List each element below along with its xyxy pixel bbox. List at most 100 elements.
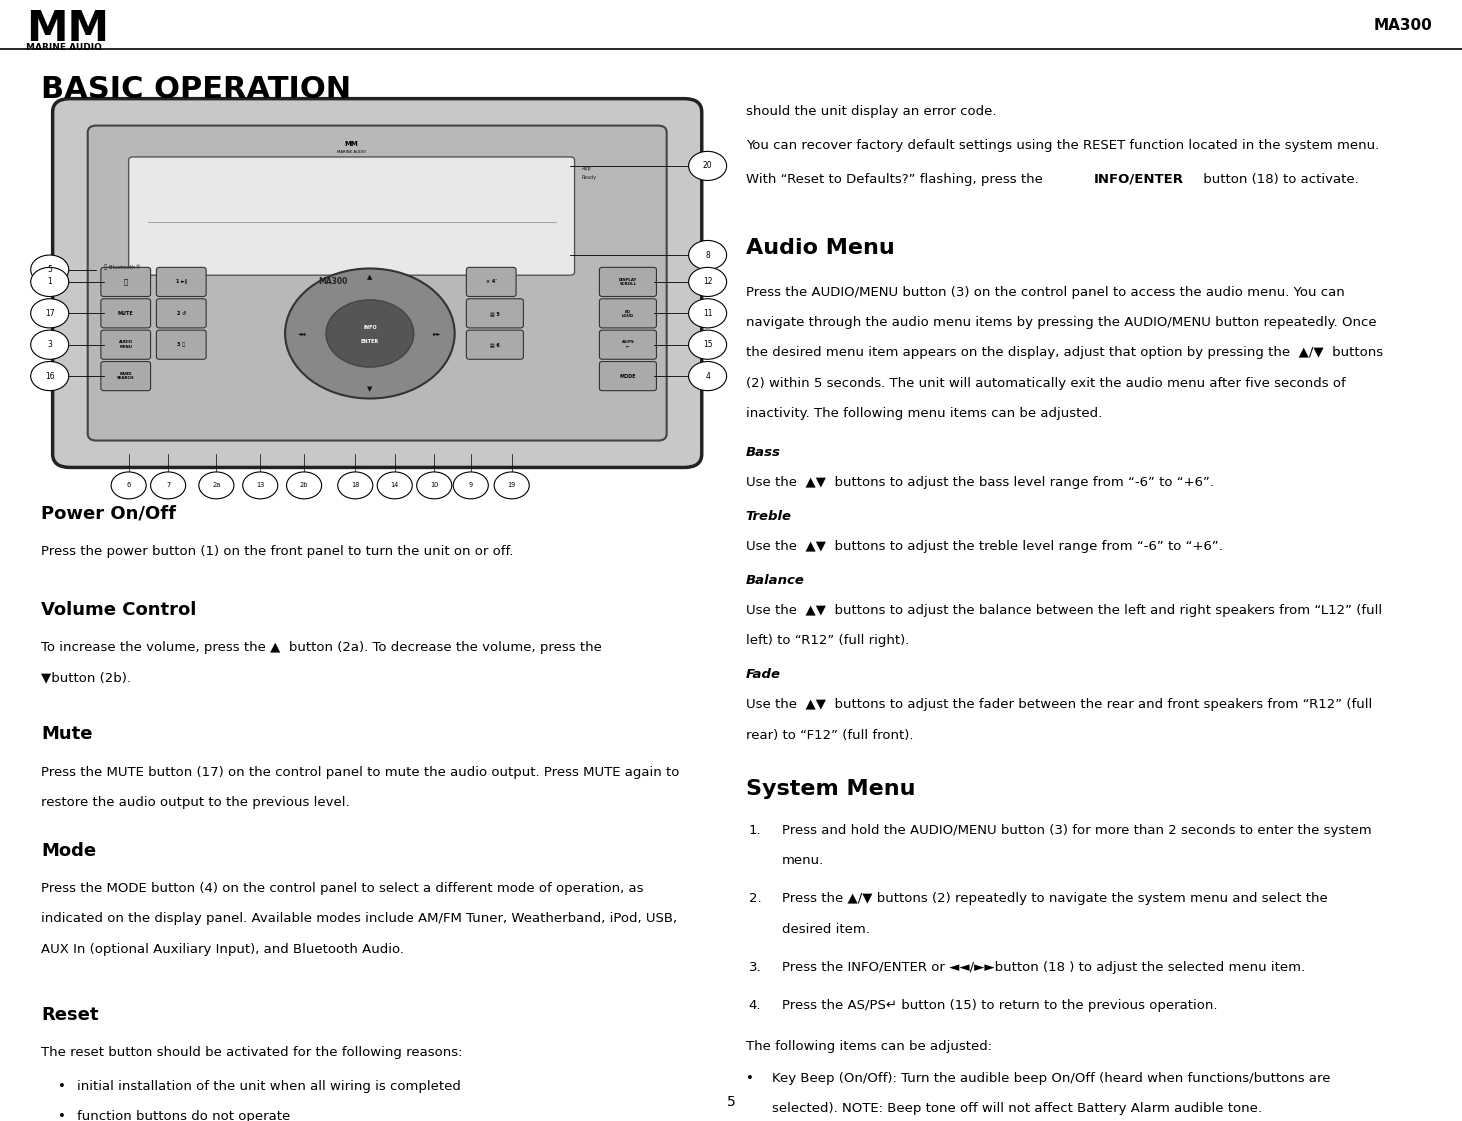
Text: 4: 4 <box>705 371 711 381</box>
Text: Balance: Balance <box>746 574 804 587</box>
Text: MA300: MA300 <box>319 277 348 287</box>
Text: ENTER: ENTER <box>361 339 379 344</box>
Text: rear) to “F12” (full front).: rear) to “F12” (full front). <box>746 729 914 742</box>
Text: left) to “R12” (full right).: left) to “R12” (full right). <box>746 634 909 648</box>
Text: AUDIO
MENU: AUDIO MENU <box>118 341 133 349</box>
Text: ▤ 5: ▤ 5 <box>490 311 500 316</box>
Text: 20: 20 <box>703 161 712 170</box>
Text: 5: 5 <box>47 265 53 275</box>
Circle shape <box>31 267 69 296</box>
Text: •: • <box>746 1072 753 1085</box>
Text: ◄◄: ◄◄ <box>298 331 307 336</box>
FancyBboxPatch shape <box>129 157 575 275</box>
Text: Fade: Fade <box>746 668 781 682</box>
Text: App: App <box>582 166 592 170</box>
Text: ►►: ►► <box>433 331 442 336</box>
FancyBboxPatch shape <box>88 126 667 441</box>
Text: 1: 1 <box>47 277 53 287</box>
Text: ▲: ▲ <box>367 275 373 280</box>
FancyBboxPatch shape <box>156 267 206 296</box>
Circle shape <box>689 240 727 269</box>
Text: With “Reset to Defaults?” flashing, press the: With “Reset to Defaults?” flashing, pres… <box>746 173 1047 186</box>
Text: the desired menu item appears on the display, adjust that option by pressing the: the desired menu item appears on the dis… <box>746 346 1383 360</box>
Text: Press the INFO/ENTER or ◄◄/►►button (18 ) to adjust the selected menu item.: Press the INFO/ENTER or ◄◄/►►button (18 … <box>782 961 1306 974</box>
Text: BAND
SEARCH: BAND SEARCH <box>117 372 135 380</box>
Text: DISPLAY
SCROLL: DISPLAY SCROLL <box>618 278 637 286</box>
Text: MΜ: MΜ <box>345 141 358 147</box>
Text: 17: 17 <box>45 308 54 318</box>
Circle shape <box>689 361 727 390</box>
Text: navigate through the audio menu items by pressing the AUDIO/MENU button repeated: navigate through the audio menu items by… <box>746 316 1376 330</box>
Text: restore the audio output to the previous level.: restore the audio output to the previous… <box>41 796 349 809</box>
Text: indicated on the display panel. Available modes include AM/FM Tuner, Weatherband: indicated on the display panel. Availabl… <box>41 912 677 926</box>
FancyBboxPatch shape <box>156 330 206 359</box>
Circle shape <box>494 472 529 499</box>
FancyBboxPatch shape <box>101 298 151 327</box>
Text: 3: 3 <box>47 340 53 350</box>
Text: 13: 13 <box>256 482 265 489</box>
Text: 2.: 2. <box>749 892 762 906</box>
Text: The reset button should be activated for the following reasons:: The reset button should be activated for… <box>41 1046 462 1059</box>
Text: Press the AUDIO/MENU button (3) on the control panel to access the audio menu. Y: Press the AUDIO/MENU button (3) on the c… <box>746 286 1345 299</box>
FancyBboxPatch shape <box>101 361 151 390</box>
Text: MARINE AUDIO: MARINE AUDIO <box>338 150 366 155</box>
Circle shape <box>689 330 727 359</box>
Circle shape <box>31 254 69 284</box>
FancyBboxPatch shape <box>599 298 656 327</box>
Circle shape <box>287 472 322 499</box>
Circle shape <box>31 361 69 390</box>
Text: Press and hold the AUDIO/MENU button (3) for more than 2 seconds to enter the sy: Press and hold the AUDIO/MENU button (3)… <box>782 824 1371 837</box>
Text: MUTE: MUTE <box>118 311 133 316</box>
Circle shape <box>243 472 278 499</box>
Circle shape <box>338 472 373 499</box>
Text: •: • <box>58 1110 66 1121</box>
Text: INFO: INFO <box>363 325 377 331</box>
Text: 2b: 2b <box>300 482 308 489</box>
Text: 4.: 4. <box>749 999 762 1012</box>
Text: 10: 10 <box>430 482 439 489</box>
Text: Ready: Ready <box>582 175 596 179</box>
Circle shape <box>377 472 412 499</box>
Text: Use the  ▲▼  buttons to adjust the treble level range from “-6” to “+6”.: Use the ▲▼ buttons to adjust the treble … <box>746 540 1222 554</box>
Text: 9: 9 <box>469 482 472 489</box>
Circle shape <box>111 472 146 499</box>
Text: INFO/ENTER: INFO/ENTER <box>1094 173 1184 186</box>
Circle shape <box>689 267 727 296</box>
Circle shape <box>31 298 69 327</box>
Text: Mute: Mute <box>41 725 92 743</box>
Circle shape <box>326 299 414 367</box>
FancyBboxPatch shape <box>599 330 656 359</box>
FancyBboxPatch shape <box>466 267 516 296</box>
Text: Press the MUTE button (17) on the control panel to mute the audio output. Press : Press the MUTE button (17) on the contro… <box>41 766 680 779</box>
Circle shape <box>151 472 186 499</box>
FancyBboxPatch shape <box>466 330 523 359</box>
Text: should the unit display an error code.: should the unit display an error code. <box>746 105 996 119</box>
Text: 6: 6 <box>127 482 130 489</box>
Text: initial installation of the unit when all wiring is completed: initial installation of the unit when al… <box>77 1080 462 1093</box>
Text: Bass: Bass <box>746 446 781 460</box>
Text: selected). NOTE: Beep tone off will not affect Battery Alarm audible tone.: selected). NOTE: Beep tone off will not … <box>772 1102 1262 1115</box>
FancyBboxPatch shape <box>156 298 206 327</box>
Text: AS/PS
←: AS/PS ← <box>621 341 635 349</box>
Text: 5: 5 <box>727 1095 735 1109</box>
Text: Press the ▲/▼ buttons (2) repeatedly to navigate the system menu and select the: Press the ▲/▼ buttons (2) repeatedly to … <box>782 892 1327 906</box>
Text: Use the  ▲▼  buttons to adjust the balance between the left and right speakers f: Use the ▲▼ buttons to adjust the balance… <box>746 604 1382 618</box>
FancyBboxPatch shape <box>101 330 151 359</box>
Text: •: • <box>58 1080 66 1093</box>
Text: Press the AS/PS↵ button (15) to return to the previous operation.: Press the AS/PS↵ button (15) to return t… <box>782 999 1218 1012</box>
Text: Volume Control: Volume Control <box>41 601 196 619</box>
Text: Reset: Reset <box>41 1006 98 1023</box>
Circle shape <box>453 472 488 499</box>
Text: ⏻: ⏻ <box>124 279 127 285</box>
Circle shape <box>285 268 455 398</box>
Text: 3 ⏭: 3 ⏭ <box>177 342 186 348</box>
Text: MA300: MA300 <box>1374 18 1433 33</box>
Text: Treble: Treble <box>746 510 791 524</box>
Text: Key Beep (On/Off): Turn the audible beep On/Off (heard when functions/buttons ar: Key Beep (On/Off): Turn the audible beep… <box>772 1072 1330 1085</box>
Text: To increase the volume, press the ▲  button (2a). To decrease the volume, press : To increase the volume, press the ▲ butt… <box>41 641 602 655</box>
Circle shape <box>689 298 727 327</box>
FancyBboxPatch shape <box>599 361 656 390</box>
Text: desired item.: desired item. <box>782 923 870 936</box>
Text: 11: 11 <box>703 308 712 318</box>
Text: Audio Menu: Audio Menu <box>746 238 895 258</box>
